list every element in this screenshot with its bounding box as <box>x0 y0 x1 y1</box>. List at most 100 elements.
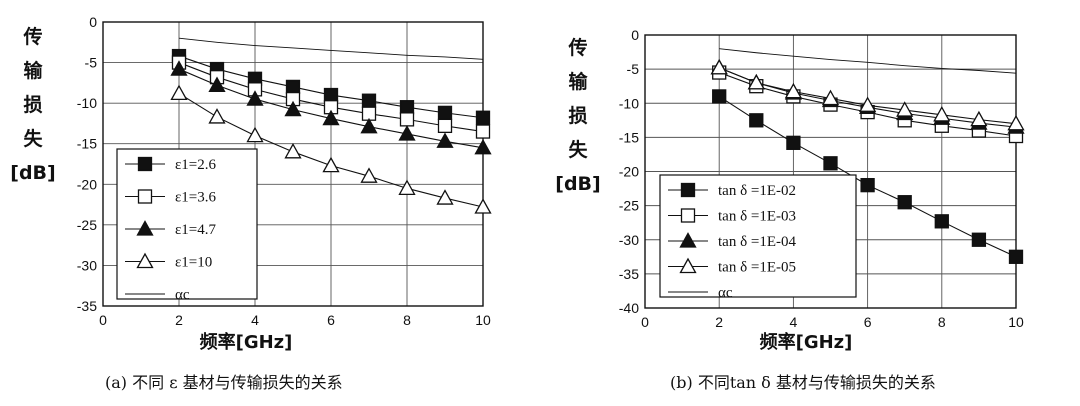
legend-label: tan δ =1E-03 <box>718 209 796 225</box>
series-line-4 <box>178 37 484 60</box>
data-point <box>360 117 378 134</box>
legend-label: tan δ =1E-04 <box>718 234 797 250</box>
data-point <box>747 73 765 90</box>
y-tick-label: -15 <box>619 129 639 145</box>
legend-box <box>116 148 258 300</box>
data-point <box>323 87 339 103</box>
data-point <box>786 135 801 150</box>
data-point <box>437 105 453 121</box>
y-tick-label: -10 <box>77 95 97 111</box>
legend-marker <box>679 232 697 248</box>
y-tick-label: -5 <box>627 61 640 77</box>
data-point <box>170 84 188 101</box>
y-tick-label: -35 <box>619 266 639 282</box>
data-point <box>971 232 987 247</box>
legend-label: αc <box>718 285 733 301</box>
data-point <box>823 156 838 171</box>
chart-caption: (a) 不同 ε 基材与传输损失的关系 <box>105 373 343 392</box>
data-point <box>749 113 764 128</box>
data-point <box>170 60 188 76</box>
data-point <box>284 100 302 117</box>
y-axis-label: [dB] <box>10 162 55 184</box>
legend-marker <box>136 252 154 269</box>
legend-label: αc <box>175 287 190 303</box>
y-tick-label: -15 <box>77 136 97 152</box>
data-point <box>784 82 803 99</box>
x-tick-label: 2 <box>175 312 183 328</box>
series-line-4 <box>719 48 1017 74</box>
data-point <box>398 125 416 141</box>
y-tick-label: -20 <box>619 164 639 180</box>
data-point <box>284 142 302 159</box>
data-point <box>361 93 377 108</box>
y-tick-label: -30 <box>619 232 639 248</box>
x-tick-label: 6 <box>864 314 872 330</box>
plot-frame <box>644 34 1017 309</box>
y-axis-label: 失 <box>23 127 43 150</box>
data-point <box>860 177 875 193</box>
data-point <box>322 109 340 126</box>
x-tick-label: 10 <box>475 312 491 328</box>
legend-label: ε1=3.6 <box>175 190 217 206</box>
data-point <box>436 132 454 148</box>
y-tick-label: -35 <box>77 298 97 314</box>
data-point <box>933 106 951 122</box>
data-point <box>896 101 914 117</box>
legend-label: ε1=4.7 <box>175 222 217 238</box>
y-tick-label: 0 <box>631 27 639 43</box>
x-tick-label: 10 <box>1008 314 1024 330</box>
legend-marker <box>137 156 153 172</box>
x-tick-label: 6 <box>327 312 335 328</box>
y-axis-label: 输 <box>23 59 43 82</box>
x-tick-label: 2 <box>715 314 723 330</box>
data-point <box>246 90 264 106</box>
data-point <box>970 110 988 127</box>
y-tick-label: -25 <box>619 198 639 214</box>
x-axis-label: 频率[GHz] <box>760 331 853 353</box>
data-point <box>1008 249 1024 264</box>
x-tick-label: 8 <box>403 312 411 328</box>
y-axis-label: 传 <box>22 25 42 48</box>
legend-marker <box>136 220 154 236</box>
data-point <box>208 76 226 92</box>
legend-label: ε1=10 <box>175 255 212 271</box>
x-tick-label: 0 <box>641 314 649 330</box>
data-point <box>322 156 340 173</box>
legend-marker <box>137 189 153 204</box>
data-point <box>437 118 453 134</box>
x-tick-label: 4 <box>790 314 798 330</box>
data-point <box>897 195 912 210</box>
x-tick-label: 8 <box>938 314 946 330</box>
data-point <box>398 179 416 195</box>
data-point <box>360 167 378 183</box>
y-tick-label: 0 <box>89 14 97 30</box>
data-point <box>399 100 415 115</box>
data-point <box>246 126 264 143</box>
legend-marker <box>679 257 697 274</box>
data-point <box>208 108 226 124</box>
legend-label: tan δ =1E-02 <box>718 183 796 199</box>
legend-label: ε1=2.6 <box>175 157 217 173</box>
legend-marker <box>680 208 696 223</box>
chart-a: 0 2 4 6 8 10 0 -5 -10 -15 -20 -25 -30 -35 传输损失 [dB] 频率[G… <box>10 14 492 392</box>
plot-frame <box>102 21 484 307</box>
data-point <box>285 79 301 95</box>
chart-b: 0 2 4 6 8 10 0 -5 -10 -15 -20 -25 -30 -35 -40 传输损失 [dB] 频… <box>555 27 1025 392</box>
y-axis-label: 损 <box>568 105 587 127</box>
legend-marker <box>680 182 696 198</box>
y-tick-label: -40 <box>619 300 639 316</box>
data-point <box>710 58 728 75</box>
data-point <box>934 214 949 229</box>
data-point <box>858 96 877 112</box>
y-axis-label: 输 <box>568 70 588 93</box>
y-axis-label: [dB] <box>555 173 600 195</box>
x-axis-label: 频率[GHz] <box>200 331 293 353</box>
data-point <box>399 112 415 127</box>
y-tick-label: -20 <box>77 176 97 192</box>
data-point <box>474 198 492 214</box>
y-tick-label: -30 <box>77 257 97 273</box>
y-tick-label: -25 <box>77 217 97 233</box>
chart-caption: (b) 不同tan δ 基材与传输损失的关系 <box>670 373 936 392</box>
data-point <box>475 110 491 125</box>
data-point <box>1007 114 1025 131</box>
